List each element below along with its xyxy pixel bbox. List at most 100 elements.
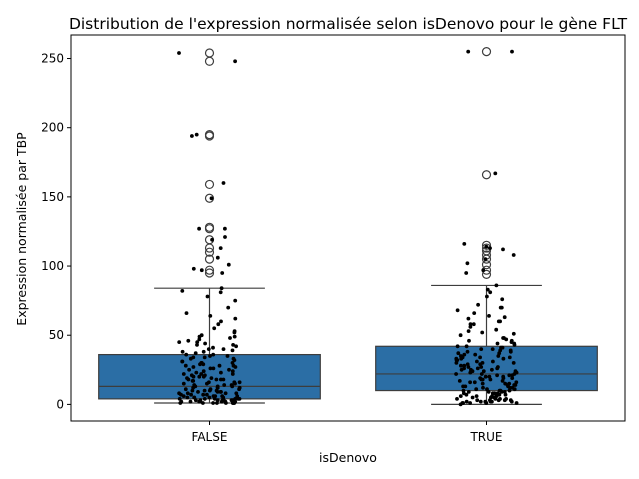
data-point — [481, 268, 486, 273]
data-point — [231, 356, 236, 361]
data-point — [232, 330, 237, 335]
data-point — [478, 399, 483, 404]
data-point — [514, 401, 519, 405]
data-point — [508, 398, 513, 403]
y-tick-label: 150 — [41, 190, 64, 204]
data-point — [212, 326, 217, 331]
data-point — [496, 365, 500, 369]
data-point — [189, 373, 194, 378]
data-point — [209, 196, 214, 201]
data-point — [480, 377, 485, 382]
data-point — [511, 253, 516, 257]
data-point — [191, 266, 196, 271]
data-point — [512, 341, 517, 346]
plot-marks — [98, 47, 598, 407]
data-point — [468, 401, 472, 405]
data-point — [468, 380, 472, 385]
data-point — [512, 383, 517, 387]
data-point — [483, 257, 488, 261]
data-point — [512, 387, 517, 392]
data-point — [211, 394, 216, 398]
data-point — [458, 333, 463, 338]
data-point — [186, 338, 191, 343]
data-point — [490, 367, 494, 372]
box-rect — [375, 345, 598, 392]
data-point — [211, 401, 216, 405]
data-point — [216, 322, 221, 327]
x-tick-label: FALSE — [192, 430, 228, 444]
data-point — [194, 132, 199, 137]
data-point — [230, 348, 235, 353]
data-point — [225, 354, 230, 358]
data-point — [188, 399, 193, 404]
outlier-marker — [204, 268, 215, 278]
data-point — [231, 363, 236, 368]
data-point — [230, 372, 235, 376]
box-TRUE — [375, 47, 598, 405]
data-point — [197, 399, 202, 404]
data-point — [499, 345, 503, 350]
data-point — [496, 354, 501, 358]
data-point — [201, 349, 206, 354]
data-point — [237, 387, 242, 392]
data-point — [455, 344, 460, 349]
data-point — [481, 385, 485, 390]
axes: 0 50 100 150 200 250 FALSE TRUE — [41, 52, 502, 444]
data-point — [205, 294, 210, 299]
data-point — [501, 356, 506, 361]
data-point — [503, 392, 508, 397]
data-point — [510, 49, 514, 54]
chart-title: Distribution de l'expression normalisée … — [69, 15, 628, 33]
data-point — [214, 377, 219, 382]
data-point — [192, 383, 197, 387]
data-point — [475, 366, 480, 371]
data-point — [454, 372, 458, 376]
data-point — [221, 181, 226, 185]
data-point — [485, 387, 489, 392]
data-point — [218, 246, 223, 251]
data-point — [494, 283, 499, 288]
data-point — [202, 397, 207, 401]
data-point — [217, 363, 222, 368]
outlier-marker — [481, 47, 492, 57]
data-point — [511, 331, 516, 336]
points-TRUE — [454, 49, 519, 407]
data-point — [507, 373, 512, 378]
data-point — [203, 341, 208, 346]
data-point — [507, 355, 512, 360]
data-point — [210, 237, 215, 242]
data-point — [488, 246, 492, 251]
outlier-marker — [204, 130, 215, 140]
data-point — [475, 398, 480, 403]
data-point — [215, 401, 219, 405]
data-point — [467, 338, 471, 343]
x-tick-label: TRUE — [469, 430, 502, 444]
outlier-marker — [481, 269, 492, 279]
data-point — [474, 394, 479, 398]
data-point — [492, 391, 497, 396]
data-point — [495, 341, 500, 346]
data-point — [233, 59, 238, 64]
data-point — [177, 340, 182, 344]
data-point — [479, 372, 484, 376]
data-point — [233, 316, 238, 321]
data-point — [194, 370, 199, 375]
outlier-marker — [204, 193, 215, 203]
data-point — [502, 336, 506, 340]
data-point — [483, 374, 488, 379]
data-point — [201, 369, 206, 374]
data-point — [207, 380, 211, 385]
data-point — [184, 352, 189, 357]
data-point — [456, 351, 461, 356]
data-point — [462, 366, 466, 371]
data-point — [486, 390, 491, 394]
data-point — [458, 394, 463, 398]
data-point — [472, 311, 477, 315]
data-point — [229, 398, 234, 403]
data-point — [455, 397, 459, 401]
data-point — [470, 369, 475, 374]
data-point — [208, 366, 213, 371]
data-point — [498, 305, 503, 310]
data-point — [197, 334, 202, 339]
